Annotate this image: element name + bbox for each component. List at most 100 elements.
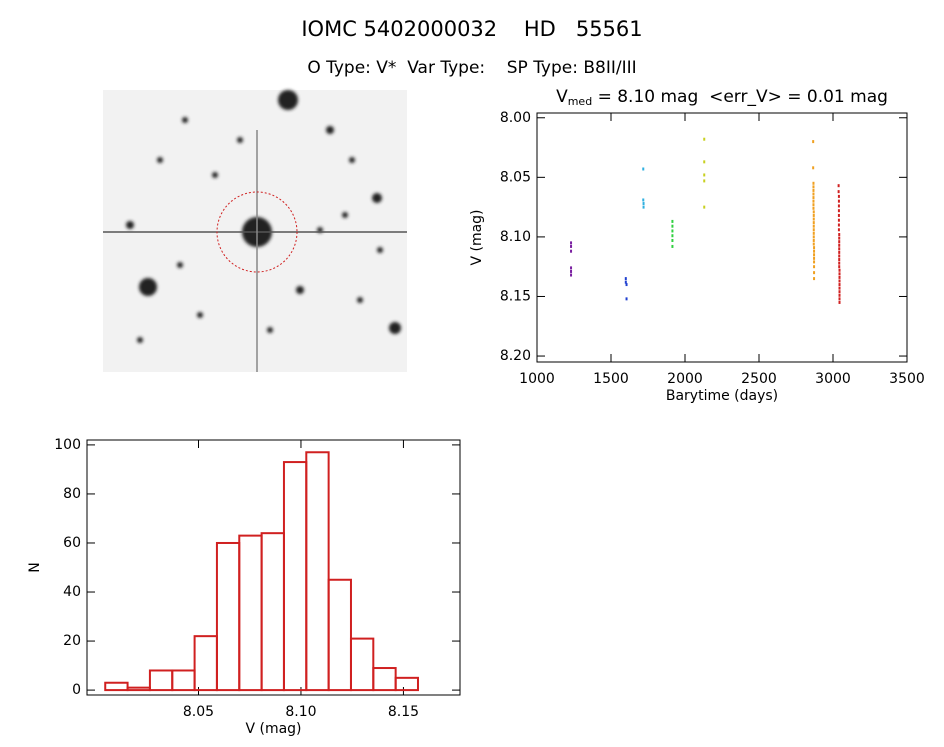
data-point xyxy=(813,271,816,275)
data-point xyxy=(838,268,841,272)
histogram-bar xyxy=(394,676,419,692)
data-point xyxy=(570,241,573,245)
histogram-bar xyxy=(148,669,174,692)
data-point xyxy=(812,235,815,239)
data-point xyxy=(625,283,628,287)
data-point xyxy=(838,293,841,297)
data-point xyxy=(642,202,645,206)
data-point xyxy=(570,244,573,248)
data-point xyxy=(812,221,815,225)
x-tick-label: 1500 xyxy=(593,371,629,387)
data-point xyxy=(570,249,573,253)
x-tick-label: 8.10 xyxy=(285,704,316,720)
data-point xyxy=(624,280,627,284)
x-axis-label: Barytime (days) xyxy=(666,388,778,404)
page-title: IOMC 5402000032 HD 55561 xyxy=(301,17,642,41)
page-subtitle: O Type: V* Var Type: SP Type: B8II/III xyxy=(307,58,636,78)
histogram-bar xyxy=(372,667,397,692)
data-point xyxy=(838,250,841,254)
data-point xyxy=(837,190,840,194)
y-axis-label: N xyxy=(27,562,43,572)
data-point xyxy=(838,283,841,287)
data-point xyxy=(570,266,573,270)
data-point xyxy=(703,173,706,177)
data-point xyxy=(837,218,840,222)
x-tick-label: 3000 xyxy=(815,371,851,387)
data-point xyxy=(838,265,841,269)
data-point xyxy=(837,194,840,198)
x-tick-label: 8.05 xyxy=(183,704,214,720)
data-point xyxy=(838,272,841,276)
data-point xyxy=(812,242,815,246)
data-point xyxy=(838,240,841,244)
data-point xyxy=(812,185,815,189)
data-point xyxy=(812,199,815,203)
histogram-bar xyxy=(260,532,285,692)
data-point xyxy=(570,273,573,277)
data-point xyxy=(812,231,815,235)
data-point xyxy=(837,199,840,203)
x-tick-label: 8.15 xyxy=(388,704,419,720)
y-tick-label: 8.10 xyxy=(500,229,531,245)
data-point xyxy=(812,181,815,185)
chart-title: Vmed = 8.10 mag <err_V> = 0.01 mag xyxy=(556,87,888,108)
y-tick-label: 8.15 xyxy=(500,288,531,304)
data-point xyxy=(837,213,840,217)
histogram-bar xyxy=(238,534,263,692)
data-point xyxy=(838,286,841,290)
histogram-bar xyxy=(327,578,352,692)
histogram-bar xyxy=(126,686,151,692)
y-tick-label: 8.05 xyxy=(500,169,531,185)
data-point xyxy=(671,244,674,248)
data-point xyxy=(813,277,816,281)
title-rest: = 8.10 mag <err_V> = 0.01 mag xyxy=(592,87,888,107)
y-tick-label: 60 xyxy=(63,535,81,551)
data-point xyxy=(671,234,674,238)
y-axis-label: V (mag) xyxy=(469,209,485,265)
data-point xyxy=(838,258,841,262)
data-point xyxy=(838,243,841,247)
data-point xyxy=(837,228,840,232)
data-point xyxy=(625,297,628,301)
data-point xyxy=(812,213,815,217)
data-point xyxy=(838,290,841,294)
data-point xyxy=(642,198,645,202)
data-point xyxy=(642,205,645,209)
data-point xyxy=(837,209,840,213)
data-point xyxy=(703,205,706,209)
data-point xyxy=(837,204,840,208)
data-point xyxy=(837,223,840,227)
data-point xyxy=(703,160,706,164)
plot-frame xyxy=(536,112,908,363)
y-tick-label: 8.20 xyxy=(500,348,531,364)
x-tick-label: 2000 xyxy=(667,371,703,387)
histogram-bar xyxy=(305,451,330,692)
data-point xyxy=(812,192,815,196)
y-tick-label: 0 xyxy=(72,682,81,698)
data-point xyxy=(624,277,627,281)
histogram-bar xyxy=(193,635,218,692)
y-tick-label: 80 xyxy=(63,486,81,502)
data-point xyxy=(671,238,674,242)
data-point xyxy=(838,254,841,258)
data-point xyxy=(671,219,674,223)
data-point xyxy=(813,256,816,260)
x-tick-label: 2500 xyxy=(741,371,777,387)
data-point xyxy=(812,238,815,242)
y-tick-label: 100 xyxy=(54,437,81,453)
data-point xyxy=(812,166,815,170)
data-point xyxy=(838,247,841,251)
data-point xyxy=(838,275,841,279)
histogram-bar xyxy=(282,461,308,692)
data-point xyxy=(812,217,815,221)
data-point xyxy=(813,265,816,269)
data-point xyxy=(838,261,841,265)
data-point xyxy=(812,140,815,144)
data-point xyxy=(838,279,841,283)
title-main: V xyxy=(556,87,568,107)
x-tick-label: 1000 xyxy=(519,371,555,387)
histogram-bar xyxy=(171,669,196,692)
data-point xyxy=(812,224,815,228)
y-tick-label: 20 xyxy=(63,633,81,649)
